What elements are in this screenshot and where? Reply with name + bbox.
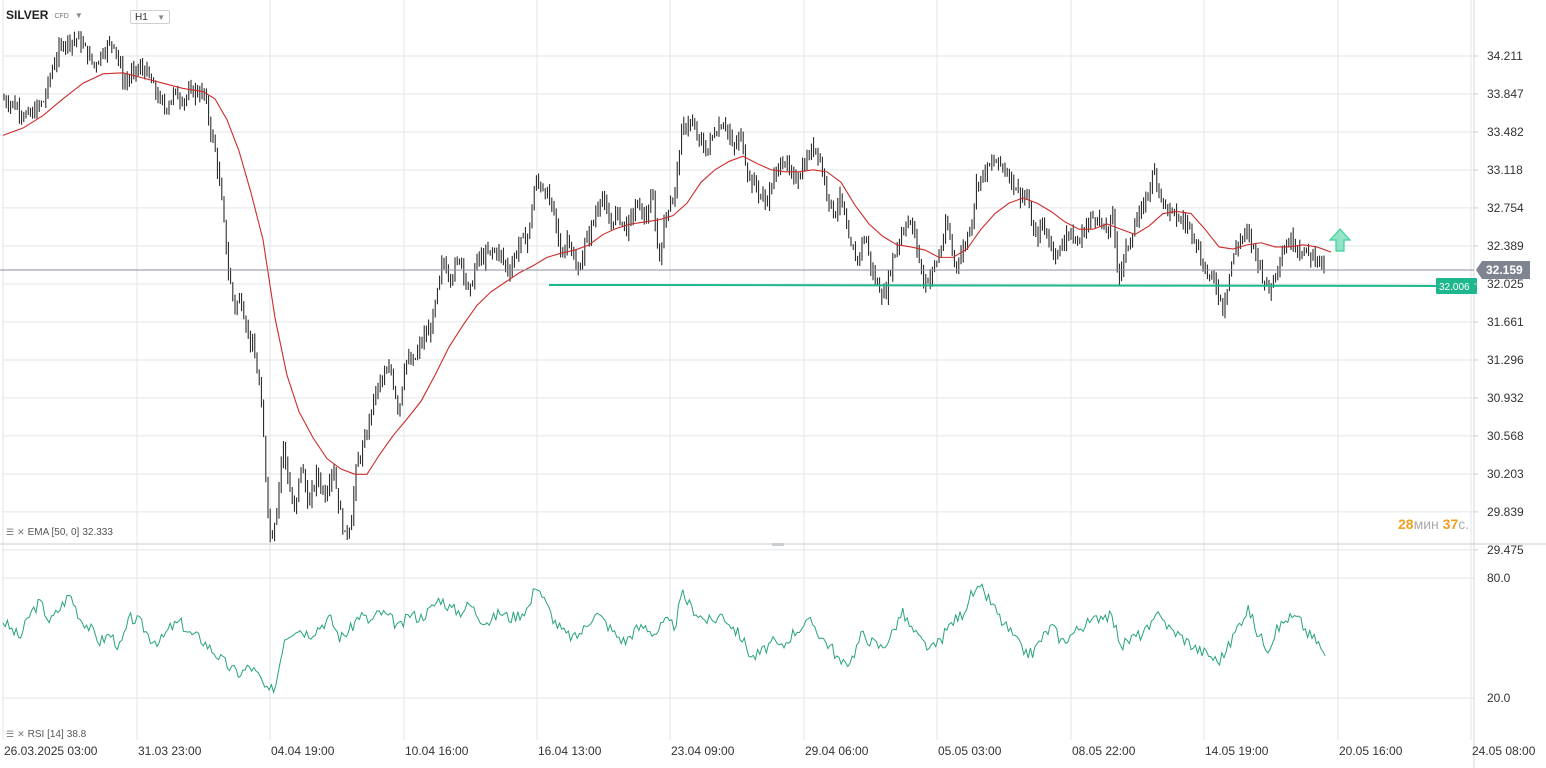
- rsi-tick-label: 20.0: [1487, 691, 1511, 705]
- time-tick-label: 20.05 16:00: [1339, 744, 1403, 758]
- time-axis[interactable]: 26.03.2025 03:00 31.03 23:00 04.04 19:00 10…: [4, 744, 1536, 758]
- current-price-tag: 32.159: [1476, 260, 1530, 279]
- current-tag-background: [1476, 260, 1530, 279]
- chart-grid: [2, 0, 1475, 768]
- price-tick-label: 31.296: [1487, 353, 1524, 367]
- chevron-down-icon: ▼: [74, 10, 83, 20]
- close-icon[interactable]: ✕: [17, 527, 25, 537]
- time-tick-label: 08.05 22:00: [1072, 744, 1136, 758]
- ema-label: EMA [50, 0]: [27, 527, 80, 538]
- rsi-axis: 80.0 20.0: [1487, 571, 1511, 705]
- time-tick-label: 10.04 16:00: [405, 744, 469, 758]
- chevron-down-icon: ▼: [157, 12, 165, 22]
- price-tick-label: 32.754: [1487, 201, 1524, 215]
- time-tick-label: 16.04 13:00: [538, 744, 602, 758]
- support-price-tag: 32.006: [1436, 277, 1477, 294]
- price-tick-label: 34.211: [1487, 49, 1523, 63]
- price-tick-label: 32.389: [1487, 239, 1524, 253]
- time-tick-label: 05.05 03:00: [938, 744, 1002, 758]
- price-tick-label: 33.847: [1487, 87, 1524, 101]
- close-icon[interactable]: ✕: [17, 729, 25, 739]
- symbol-type: CFD: [54, 13, 69, 20]
- rsi-value: 38.8: [66, 729, 87, 740]
- rsi-line: [2, 583, 1326, 695]
- price-tick-label: 29.475: [1487, 543, 1524, 557]
- candlestick-series: [3, 31, 1325, 543]
- time-tick-label: 29.04 06:00: [805, 744, 869, 758]
- time-tick-label: 23.04 09:00: [671, 744, 735, 758]
- symbol-selector[interactable]: SILVER CFD ▼: [6, 8, 83, 22]
- price-tick-label: 33.118: [1487, 163, 1523, 177]
- rsi-label: RSI [14]: [27, 729, 64, 740]
- time-tick-label: 24.05 08:00: [1472, 744, 1536, 758]
- symbol-name: SILVER: [6, 8, 49, 22]
- price-tick-label: 33.482: [1487, 125, 1524, 139]
- arrow-up-icon: [1328, 228, 1352, 252]
- time-tick-label: 14.05 19:00: [1205, 744, 1269, 758]
- menu-icon[interactable]: ☰: [6, 729, 15, 739]
- countdown-seconds: 37: [1442, 516, 1459, 532]
- time-tick-label: 31.03 23:00: [138, 744, 202, 758]
- price-tick-label: 32.025: [1487, 277, 1524, 291]
- timeframe-label: H1: [135, 11, 148, 23]
- menu-icon[interactable]: ☰: [6, 527, 15, 537]
- price-tick-label: 30.203: [1487, 467, 1524, 481]
- rsi-legend: ☰ ✕ RSI [14] 38.8: [6, 729, 86, 740]
- current-tag-label: 32.159: [1486, 263, 1523, 277]
- price-tick-label: 30.932: [1487, 391, 1524, 405]
- time-tick-label: 04.04 19:00: [271, 744, 335, 758]
- ema-line: [2, 72, 1332, 475]
- countdown-seconds-unit: с.: [1458, 516, 1470, 532]
- rsi-tick-label: 80.0: [1487, 571, 1511, 585]
- price-tick-label: 29.839: [1487, 505, 1524, 519]
- countdown-minutes-unit: мин: [1413, 516, 1439, 532]
- pane-resize-handle[interactable]: [772, 543, 784, 546]
- price-tick-label: 31.661: [1487, 315, 1524, 329]
- time-tick-label: 26.03.2025 03:00: [4, 744, 98, 758]
- countdown-minutes: 28: [1398, 516, 1414, 532]
- ema-legend: ☰ ✕ EMA [50, 0] 32.333: [6, 527, 113, 538]
- price-tick-label: 30.568: [1487, 429, 1524, 443]
- ema-value: 32.333: [82, 527, 113, 538]
- support-tag-label: 32.006: [1439, 282, 1470, 293]
- timeframe-selector[interactable]: H1 ▼: [130, 10, 170, 24]
- support-line[interactable]: [548, 283, 1437, 287]
- arrow-up-shape: [1328, 228, 1352, 252]
- support-tag-background: [1436, 277, 1477, 294]
- price-axis[interactable]: 34.211 33.847 33.482 33.118 32.754 32.389 32.0…: [1474, 49, 1524, 557]
- candle-countdown: 28мин 37с.: [1398, 516, 1469, 532]
